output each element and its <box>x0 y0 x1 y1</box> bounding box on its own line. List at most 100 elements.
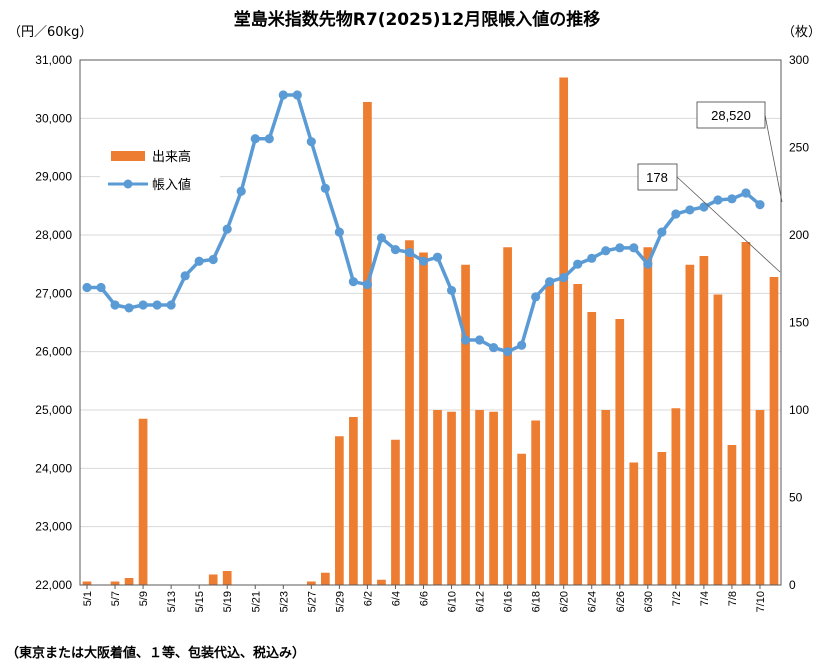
price-point <box>390 244 401 255</box>
x-tick-label: 6/20 <box>559 591 571 612</box>
callout-last-price-label: 28,520 <box>711 108 751 123</box>
callout-last-price: 28,520 <box>696 101 783 203</box>
price-point <box>601 246 611 256</box>
right-tick-label: 200 <box>789 228 809 242</box>
price-point <box>404 247 415 258</box>
volume-bar <box>517 453 526 585</box>
price-point <box>474 335 485 345</box>
price-point <box>432 252 443 262</box>
price-point <box>615 243 625 253</box>
price-point <box>657 227 667 237</box>
volume-bar <box>321 572 330 585</box>
price-point <box>545 277 555 287</box>
legend-bar-label: 出来高 <box>152 149 191 165</box>
price-point <box>755 200 765 210</box>
x-tick-label: 5/7 <box>110 591 122 606</box>
left-tick-label: 31,000 <box>35 53 72 67</box>
left-axis-unit: （円／60kg） <box>8 25 92 40</box>
volume-bar <box>335 436 344 585</box>
left-tick-label: 26,000 <box>35 345 72 359</box>
x-tick-label: 5/9 <box>138 591 150 606</box>
price-point <box>236 186 246 196</box>
x-tick-label: 6/2 <box>362 591 374 606</box>
volume-bar <box>222 571 232 585</box>
legend-box <box>100 138 220 198</box>
left-tick-label: 30,000 <box>35 111 72 125</box>
price-point <box>180 271 190 281</box>
left-tick-label: 28,000 <box>35 228 72 242</box>
line-series <box>82 90 765 357</box>
legend: 出来高 帳入値 <box>100 138 220 198</box>
footnote: （東京または大阪着値、１等、包装代込、税込み） <box>6 645 305 661</box>
volume-bar <box>531 420 540 585</box>
volume-bar <box>629 462 639 585</box>
price-point <box>152 300 162 310</box>
volume-bar <box>419 252 428 585</box>
volume-bar <box>671 408 681 585</box>
x-tick-label: 5/23 <box>278 591 290 612</box>
callout-last-volume-label: 178 <box>646 170 668 185</box>
price-point <box>334 227 344 237</box>
volume-bar <box>601 410 611 585</box>
price-point <box>222 224 232 234</box>
left-ticks: 22,000 23,000 24,000 25,000 26,000 27,000 28,0… <box>35 53 72 592</box>
legend-line-label: 帳入値 <box>152 177 191 193</box>
volume-bar <box>755 410 765 585</box>
price-point <box>348 277 358 287</box>
left-tick-label: 23,000 <box>35 520 72 534</box>
x-tick-label: 6/10 <box>447 591 459 612</box>
price-point <box>124 303 134 313</box>
x-tick-label: 5/13 <box>166 591 178 612</box>
volume-bar <box>699 256 709 585</box>
volume-bar <box>405 240 414 585</box>
price-point <box>741 188 751 198</box>
right-tick-label: 150 <box>789 316 809 330</box>
price-point <box>376 233 387 243</box>
price-point <box>82 282 92 293</box>
volume-bar <box>461 264 470 585</box>
x-tick-label: 6/26 <box>615 591 627 612</box>
volume-bar <box>769 277 779 585</box>
right-tick-label: 300 <box>789 53 809 67</box>
volume-bar <box>643 247 653 585</box>
price-point <box>587 253 597 263</box>
volume-bar <box>391 439 400 585</box>
price-point <box>727 194 737 204</box>
right-tick-label: 0 <box>789 578 796 592</box>
x-tick-label: 6/12 <box>475 591 487 612</box>
legend-line-marker <box>123 179 133 189</box>
price-point <box>446 285 457 296</box>
price-point <box>643 259 653 269</box>
left-tick-label: 25,000 <box>35 403 72 417</box>
bar-series <box>82 77 779 585</box>
callout-last-price-leader <box>764 114 783 203</box>
volume-bar <box>615 319 625 585</box>
volume-bar <box>573 284 583 585</box>
left-tick-label: 27,000 <box>35 286 72 300</box>
right-tick-label: 250 <box>789 141 809 155</box>
volume-bar <box>503 247 512 585</box>
price-point <box>685 205 695 215</box>
callout-last-volume-leader <box>676 176 781 273</box>
price-point <box>629 243 639 253</box>
price-point <box>573 259 583 269</box>
x-tick-label: 6/30 <box>643 591 655 612</box>
plot-frame <box>79 59 782 586</box>
axes <box>79 59 782 586</box>
left-tick-label: 24,000 <box>35 461 72 475</box>
x-tick-label: 5/1 <box>82 591 94 606</box>
x-tick-label: 6/18 <box>531 591 543 612</box>
legend-bar-swatch <box>111 151 145 161</box>
price-point <box>194 256 204 266</box>
x-ticks: 5/1 5/7 5/9 5/13 5/15 5/19 5/21 5/23 5/27 5/29 6/2… <box>82 585 767 612</box>
x-tick-label: 5/19 <box>222 591 234 612</box>
volume-bar <box>587 312 597 585</box>
price-point <box>699 202 709 212</box>
x-tick-label: 7/10 <box>755 591 767 612</box>
x-tick-label: 5/29 <box>334 591 346 612</box>
price-point <box>517 340 527 350</box>
right-tick-label: 50 <box>789 491 803 505</box>
left-tick-label: 29,000 <box>35 170 72 184</box>
volume-bar <box>82 581 92 585</box>
